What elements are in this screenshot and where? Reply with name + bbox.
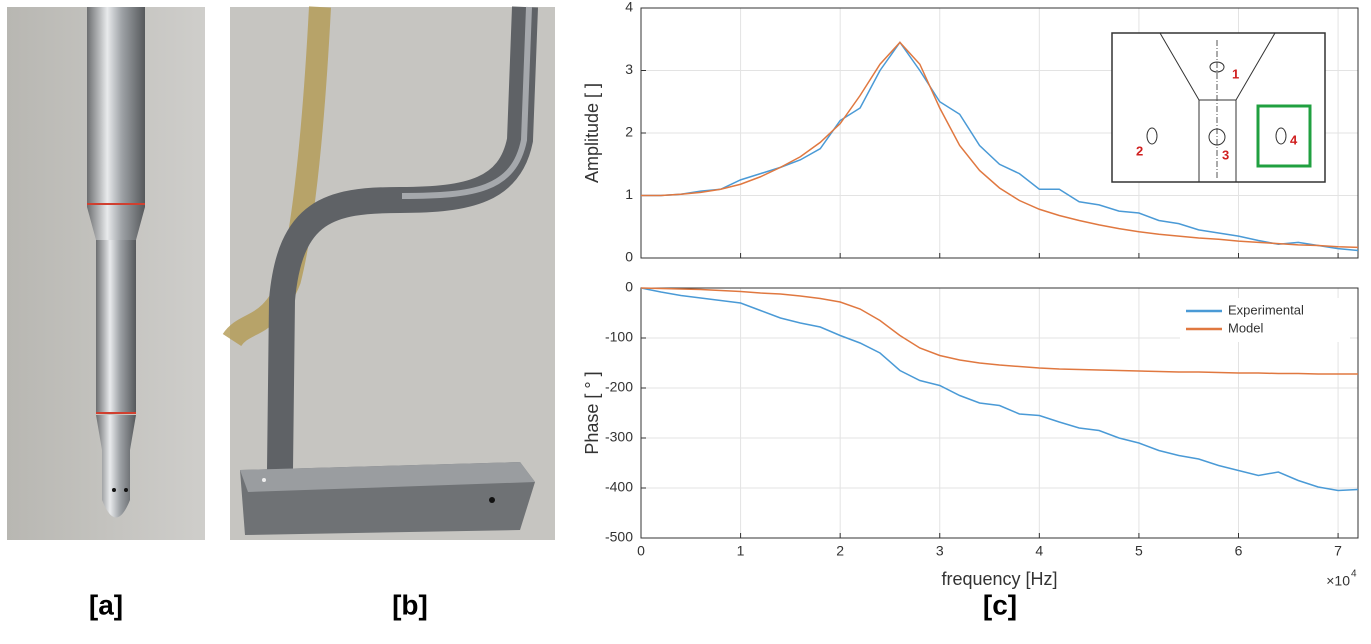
x-tick-label: 0 xyxy=(637,543,645,559)
legend-label: Model xyxy=(1228,320,1264,335)
x-scale-exponent: 4 xyxy=(1351,569,1357,580)
legend-label: Experimental xyxy=(1228,302,1304,317)
y-tick-label: -400 xyxy=(605,479,633,495)
series-line xyxy=(641,41,1359,252)
panel-label: [b] xyxy=(392,589,428,620)
axes-frame xyxy=(640,287,1359,539)
x-axis-label: frequency [Hz] xyxy=(941,569,1057,589)
y-tick-label: -100 xyxy=(605,329,633,345)
x-tick-label: 4 xyxy=(1035,543,1043,559)
y-tick-label: -300 xyxy=(605,429,633,445)
x-scale-base: ×10 xyxy=(1326,573,1350,589)
x-tick-label: 3 xyxy=(936,543,944,559)
inset-label: 4 xyxy=(1290,132,1298,147)
x-tick-label: 5 xyxy=(1135,543,1143,559)
y-tick-label: 2 xyxy=(625,124,633,140)
axes-frame xyxy=(640,7,1359,259)
x-tick-label: 6 xyxy=(1235,543,1243,559)
inset-label: 3 xyxy=(1222,147,1229,162)
panel-label: [c] xyxy=(983,589,1017,620)
series-line xyxy=(640,287,1359,492)
y-tick-label: -200 xyxy=(605,379,633,395)
panel-label: [a] xyxy=(89,589,123,620)
x-tick-label: 1 xyxy=(737,543,745,559)
y-tick-label: 0 xyxy=(625,249,633,265)
y-tick-label: 0 xyxy=(625,279,633,295)
y-tick-label: 1 xyxy=(625,186,633,202)
x-tick-label: 2 xyxy=(836,543,844,559)
y-tick-label: -500 xyxy=(605,529,633,545)
series-line xyxy=(640,287,1358,375)
y-axis-label: Phase [ ° ] xyxy=(582,371,602,454)
photo-probe xyxy=(7,7,205,540)
legend-box xyxy=(1180,298,1350,342)
y-axis-label: Amplitude [ ] xyxy=(582,83,602,183)
photo-bent-probe xyxy=(222,6,555,540)
inset-label: 2 xyxy=(1136,143,1143,158)
y-tick-label: 4 xyxy=(625,0,633,15)
inset-label: 1 xyxy=(1232,66,1239,81)
series-line xyxy=(641,41,1359,249)
y-tick-label: 3 xyxy=(625,61,633,77)
x-tick-label: 7 xyxy=(1334,543,1342,559)
inset-diagram: 1 2 3 4 xyxy=(1111,32,1326,183)
